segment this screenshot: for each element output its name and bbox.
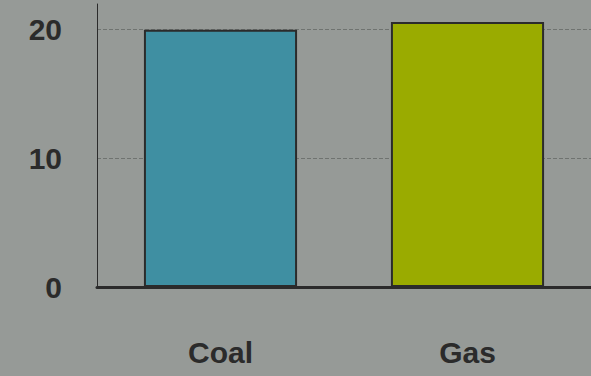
svg-text:20: 20 (29, 13, 62, 46)
svg-text:Coal: Coal (188, 336, 253, 369)
svg-text:Gas: Gas (439, 336, 496, 369)
svg-text:0: 0 (45, 271, 62, 304)
svg-text:10: 10 (29, 142, 62, 175)
